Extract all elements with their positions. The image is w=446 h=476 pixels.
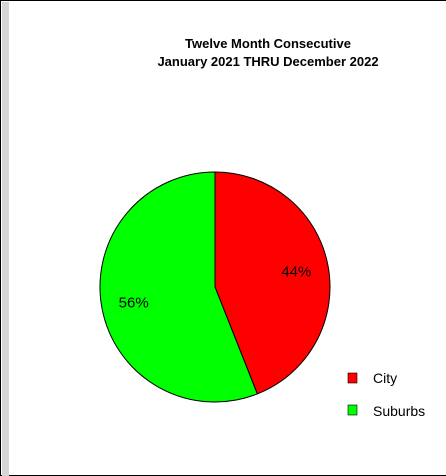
legend-item-city: City [347, 370, 397, 386]
pie-slice-suburbs [99, 171, 258, 403]
legend-label-city: City [373, 370, 397, 386]
legend-item-suburbs: Suburbs [347, 403, 425, 419]
chart-subtitle: January 2021 THRU December 2022 [157, 54, 378, 69]
frame-side-strip [2, 2, 9, 476]
pie-slices [99, 171, 331, 403]
pie-slice-city [214, 171, 331, 395]
pie-label-suburbs: 56% [119, 295, 149, 312]
legend-swatch-city [347, 372, 358, 384]
legend-swatch-suburbs [347, 404, 358, 416]
chart-title: Twelve Month Consecutive [185, 36, 351, 51]
legend: City Suburbs [347, 370, 425, 419]
pie-slice-labels: 44% 56% [119, 263, 312, 311]
pie-label-city: 44% [281, 263, 311, 280]
legend-label-suburbs: Suburbs [373, 403, 425, 419]
